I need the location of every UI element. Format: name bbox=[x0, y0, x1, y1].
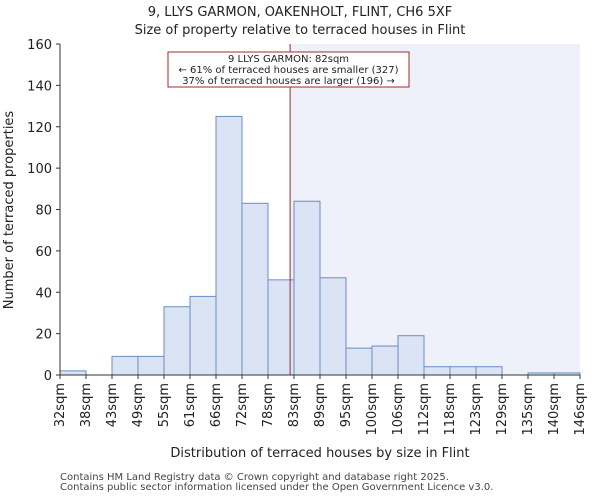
bar-66sqm bbox=[215, 115, 243, 376]
x-tick-label: 61sqm bbox=[183, 383, 198, 427]
annotation-box bbox=[167, 51, 410, 88]
bars-group bbox=[59, 115, 581, 376]
y-tick-label: 160 bbox=[27, 38, 52, 53]
x-tick-label: 129sqm bbox=[495, 383, 510, 436]
x-tick-label: 43sqm bbox=[105, 383, 120, 427]
x-tick-label: 32sqm bbox=[53, 383, 68, 427]
y-tick-label: 0 bbox=[44, 369, 52, 384]
bar-118sqm bbox=[449, 366, 477, 376]
x-tick-label: 83sqm bbox=[287, 383, 302, 427]
y-tick-label: 100 bbox=[27, 162, 52, 177]
marker-annotation: 9 LLYS GARMON: 82sqm ← 61% of terraced h… bbox=[167, 51, 410, 88]
x-tick-label: 112sqm bbox=[417, 383, 432, 436]
y-axis-label: Number of terraced properties bbox=[2, 111, 17, 310]
annotation-larger: 37% of terraced houses are larger (196) … bbox=[182, 76, 395, 87]
x-tick-label: 89sqm bbox=[313, 383, 328, 427]
bar-106sqm bbox=[397, 335, 425, 376]
bar-32sqm bbox=[59, 370, 87, 376]
x-ticks-group: 32sqm 38sqm 43sqm 49sqm 55sqm 61sqm 66sqm 72sqm… bbox=[53, 375, 588, 436]
y-tick-label: 80 bbox=[35, 204, 52, 219]
x-axis-label: Distribution of terraced houses by size … bbox=[170, 446, 469, 461]
chart-subtitle: Size of property relative to terraced ho… bbox=[135, 23, 466, 38]
x-tick-label: 118sqm bbox=[443, 383, 458, 436]
annotation-smaller: ← 61% of terraced houses are smaller (32… bbox=[178, 65, 398, 76]
x-tick-label: 72sqm bbox=[235, 383, 250, 427]
bar-89sqm bbox=[319, 277, 347, 376]
x-tick-label: 66sqm bbox=[209, 383, 224, 427]
footer-line-2: Contains public sector information licen… bbox=[60, 482, 494, 493]
bar-95sqm bbox=[345, 347, 373, 376]
bar-83sqm bbox=[293, 200, 321, 376]
x-tick-label: 95sqm bbox=[339, 383, 354, 427]
x-tick-label: 49sqm bbox=[131, 383, 146, 427]
x-tick-label: 146sqm bbox=[573, 383, 588, 436]
y-tick-label: 40 bbox=[35, 286, 52, 301]
x-tick-label: 140sqm bbox=[547, 383, 562, 436]
bar-61sqm bbox=[189, 295, 217, 376]
y-ticks-group: 0 20 40 60 80 100 120 140 160 bbox=[27, 38, 60, 384]
bar-123sqm bbox=[475, 366, 503, 376]
x-tick-label: 38sqm bbox=[79, 383, 94, 427]
bar-112sqm bbox=[423, 366, 451, 376]
y-tick-label: 60 bbox=[35, 245, 52, 260]
x-tick-label: 78sqm bbox=[261, 383, 276, 427]
annotation-title: 9 LLYS GARMON: 82sqm bbox=[228, 54, 349, 65]
x-tick-label: 135sqm bbox=[521, 383, 536, 436]
x-tick-label: 106sqm bbox=[391, 383, 406, 436]
bar-49sqm bbox=[137, 355, 165, 376]
footer-line-1: Contains HM Land Registry data © Crown c… bbox=[60, 472, 449, 483]
bar-72sqm bbox=[241, 202, 269, 376]
chart-title: 9, LLYS GARMON, OAKENHOLT, FLINT, CH6 5X… bbox=[148, 5, 452, 20]
bar-43sqm bbox=[111, 355, 139, 376]
footer: Contains HM Land Registry data © Crown c… bbox=[60, 473, 493, 493]
y-tick-label: 120 bbox=[27, 121, 52, 136]
x-tick-label: 123sqm bbox=[469, 383, 484, 436]
y-tick-label: 140 bbox=[27, 79, 52, 94]
bar-100sqm bbox=[371, 345, 399, 376]
bar-55sqm bbox=[163, 306, 191, 376]
x-tick-label: 100sqm bbox=[365, 383, 380, 436]
histogram-chart: 9, LLYS GARMON, OAKENHOLT, FLINT, CH6 5X… bbox=[2, 5, 588, 461]
x-tick-label: 55sqm bbox=[157, 383, 172, 427]
y-tick-label: 20 bbox=[35, 328, 52, 343]
